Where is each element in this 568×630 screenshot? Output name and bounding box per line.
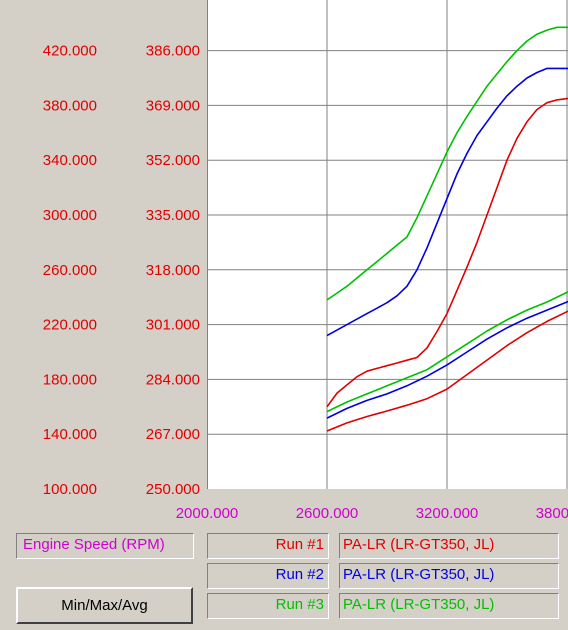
y-tick-label-right: 386.000 xyxy=(146,43,200,60)
series-line-6 xyxy=(326,291,568,413)
legend-run-2: Run #2 xyxy=(207,563,329,589)
y-tick-label-left: 220.000 xyxy=(43,317,97,334)
x-tick-label: 2600.000 xyxy=(296,505,359,522)
y-axis-right: 250.000 267.000 284.000 301.000 318.000 335.0… xyxy=(146,43,200,498)
y-axis-left: 100.000 140.000 180.000 220.000 260.000 300.0… xyxy=(43,43,97,498)
legend-name-1: PA-LR (LR-GT350, JL) xyxy=(339,533,559,559)
series-line-1 xyxy=(326,97,568,408)
legend-run-1: Run #1 xyxy=(207,533,329,559)
legend-run-1-label: Run #1 xyxy=(275,536,324,553)
series-line-2 xyxy=(326,67,568,337)
y-tick-label-left: 260.000 xyxy=(43,262,97,279)
x-tick-label: 2000.000 xyxy=(176,505,239,522)
series-line-5 xyxy=(326,300,568,419)
legend-run-3: Run #3 xyxy=(207,593,329,619)
y-tick-label-left: 140.000 xyxy=(43,426,97,443)
x-axis-label: Engine Speed (RPM) xyxy=(23,536,165,553)
legend-name-3: PA-LR (LR-GT350, JL) xyxy=(339,593,559,619)
grid xyxy=(207,0,568,489)
y-tick-label-left: 340.000 xyxy=(43,152,97,169)
legend-run-2-label: Run #2 xyxy=(275,566,324,583)
y-tick-label-right: 301.000 xyxy=(146,317,200,334)
y-tick-label-left: 300.000 xyxy=(43,207,97,224)
legend-name-3-label: PA-LR (LR-GT350, JL) xyxy=(343,596,495,613)
y-tick-label-right: 267.000 xyxy=(146,426,200,443)
y-tick-label-left: 380.000 xyxy=(43,97,97,114)
y-tick-label-right: 369.000 xyxy=(146,97,200,114)
y-tick-label-right: 318.000 xyxy=(146,262,200,279)
y-tick-label-right: 335.000 xyxy=(146,207,200,224)
y-tick-label-right: 250.000 xyxy=(146,481,200,498)
y-tick-label-right: 352.000 xyxy=(146,152,200,169)
x-axis-label-box: Engine Speed (RPM) xyxy=(16,533,194,559)
y-tick-label-left: 180.000 xyxy=(43,371,97,388)
legend-name-1-label: PA-LR (LR-GT350, JL) xyxy=(343,536,495,553)
x-axis: 2000.000 2600.000 3200.000 3800.000 xyxy=(176,505,568,522)
y-tick-label-left: 100.000 xyxy=(43,481,97,498)
plot-area xyxy=(207,0,568,489)
y-tick-label-right: 284.000 xyxy=(146,371,200,388)
series-lines xyxy=(326,26,568,432)
min-max-avg-button[interactable]: Min/Max/Avg xyxy=(16,587,193,624)
x-tick-label: 3800.000 xyxy=(536,505,568,522)
y-tick-label-left: 420.000 xyxy=(43,43,97,60)
legend-name-2: PA-LR (LR-GT350, JL) xyxy=(339,563,559,589)
series-line-4 xyxy=(326,310,568,432)
series-line-3 xyxy=(326,26,568,301)
x-tick-label: 3200.000 xyxy=(416,505,479,522)
legend-run-3-label: Run #3 xyxy=(275,596,324,613)
legend-name-2-label: PA-LR (LR-GT350, JL) xyxy=(343,566,495,583)
